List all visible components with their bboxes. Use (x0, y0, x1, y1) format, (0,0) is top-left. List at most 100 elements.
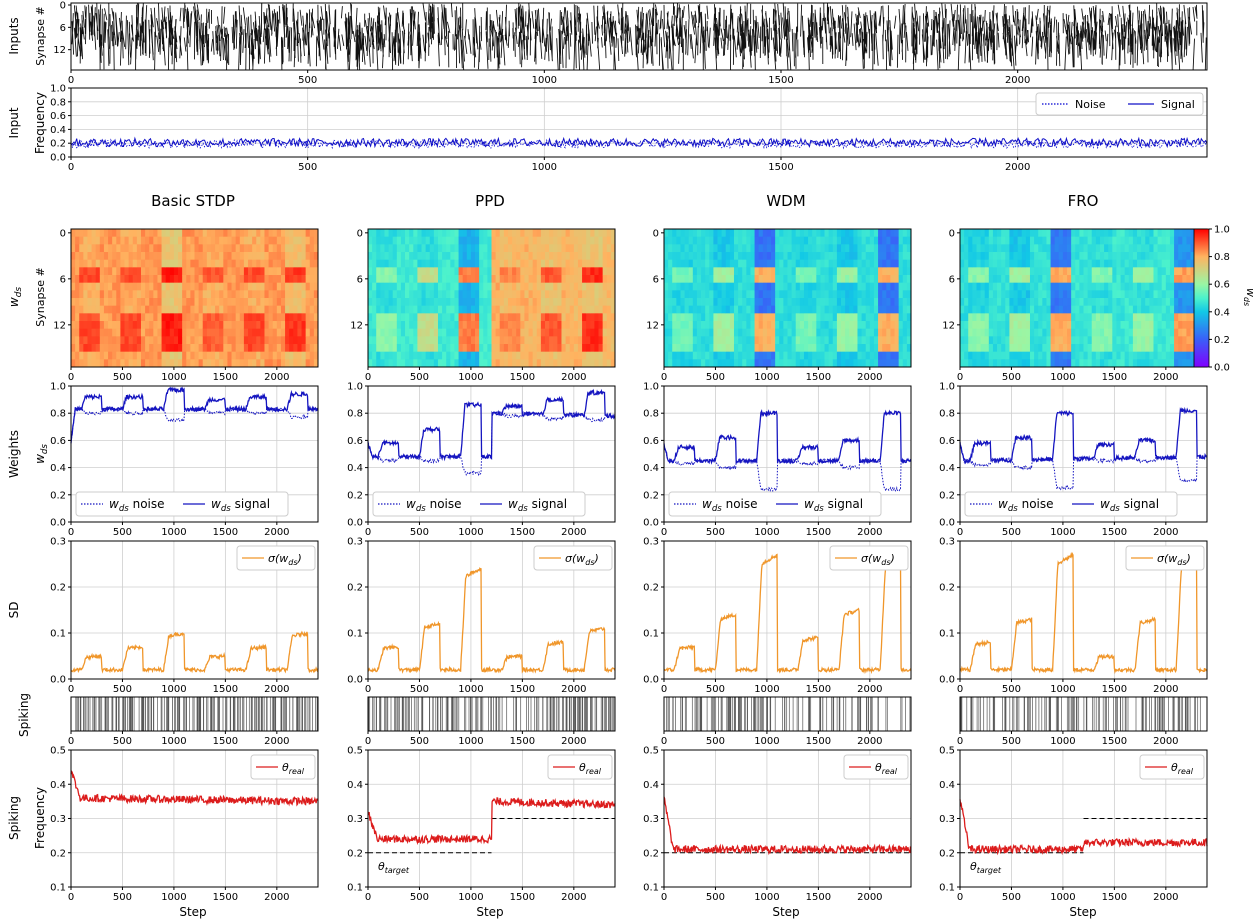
heatmap-cell (289, 236, 294, 245)
heatmap-cell (305, 267, 311, 276)
heatmap-cell (421, 244, 427, 253)
heatmap-cell (997, 282, 1002, 291)
heatmap-cell (1120, 236, 1126, 245)
heatmap-cell (705, 298, 710, 307)
heatmap-cell (1137, 244, 1142, 253)
sd-wdm-ytick-label: 0.1 (643, 629, 659, 640)
heatmap-cell (828, 290, 834, 299)
heatmap-cell (1157, 344, 1163, 353)
heatmap-cell (997, 298, 1002, 307)
heatmap-cell (280, 252, 286, 261)
heatmap-cell (1075, 351, 1080, 360)
heatmap-cell (71, 351, 76, 360)
heatmap-cell (886, 328, 891, 337)
heatmap-cell (746, 305, 751, 314)
heatmap-cell (1157, 313, 1163, 322)
heatmap-cell (268, 344, 274, 353)
heatmap-cell (190, 336, 195, 345)
heatmap-cell (313, 267, 319, 276)
heatmap-cell (149, 351, 154, 360)
heatmap-cell (368, 298, 373, 307)
heatmap-cell (906, 290, 912, 299)
heatmap-cell (853, 282, 858, 291)
heatmap-cell (1116, 321, 1121, 330)
heatmap-cell (1145, 259, 1150, 268)
heatmap-cell (1083, 305, 1089, 314)
heatmap-cell (417, 351, 422, 360)
heatmap-cell (988, 229, 994, 238)
heatmap-cell (861, 275, 867, 284)
heatmap-cell (729, 359, 735, 368)
heatmap-cell (1153, 359, 1158, 368)
heatmap-cell (182, 321, 187, 330)
heatmap-cell (746, 298, 751, 307)
weights-ppd-ytick-label: 0.6 (347, 436, 363, 447)
heatmap-cell (672, 267, 677, 276)
heatmap-cell (79, 305, 84, 314)
heatmap-cell (1186, 259, 1191, 268)
heatmap-cell (153, 259, 158, 268)
heatmap-cell (462, 351, 468, 360)
heatmap-cell (396, 229, 402, 238)
heatmap-cell (894, 298, 900, 307)
heatmap-cell (532, 359, 538, 368)
heatmap-cell (450, 321, 455, 330)
heatmap-cell (108, 229, 113, 238)
heatmap-cell (400, 359, 406, 368)
heatmap-cell (828, 359, 834, 368)
heatmap-cell (1137, 328, 1142, 337)
heatmap-cell (256, 328, 261, 337)
heatmap-cell (392, 290, 398, 299)
heatmap-cell (1099, 229, 1105, 238)
heatmap-cell (992, 305, 998, 314)
row-label-spiking-frequency-2: Frequency (33, 787, 47, 849)
heatmap-cell (594, 359, 599, 368)
heatmap-cell (276, 344, 282, 353)
heatmap-cell (582, 259, 587, 268)
heatmap-cell (594, 321, 599, 330)
sd-fro-frame (959, 540, 1208, 680)
heatmap-cell (1149, 321, 1154, 330)
heatmap-cell (446, 321, 451, 330)
heatmap-cell (729, 252, 735, 261)
heatmap-cell (799, 275, 805, 284)
heatmap-cell (108, 321, 113, 330)
heatmap-cell (602, 267, 608, 276)
heatmap-cell (483, 359, 488, 368)
heatmap-cell (701, 290, 706, 299)
heatmap-cell (116, 298, 121, 307)
heatmap-cell (886, 259, 891, 268)
heatmap-cell (140, 229, 146, 238)
heatmap-cell (227, 290, 232, 299)
heatmap-cell (799, 344, 805, 353)
heatmap-cell (729, 344, 735, 353)
heatmap-cell (1075, 328, 1080, 337)
heatmap-cell (869, 290, 875, 299)
heatmap-cell (1099, 305, 1105, 314)
heatmap-cell (466, 244, 472, 253)
heatmap-cell (384, 229, 389, 238)
heatmap-cell (380, 298, 385, 307)
spiking-frequency-ppd-ytick-label: 0.3 (347, 814, 363, 825)
heatmap-cell (132, 244, 138, 253)
heatmap-cell (984, 351, 990, 360)
heatmap-cell (91, 229, 97, 238)
heatmap-cell (1186, 236, 1191, 245)
heatmap-cell (828, 267, 834, 276)
heatmap-cell (816, 275, 821, 284)
heatmap-cell (136, 336, 142, 345)
heatmap-cell (227, 344, 232, 353)
heatmap-cell (95, 252, 101, 261)
heatmap-cell (964, 244, 969, 253)
heatmap-cell (1095, 313, 1101, 322)
heatmap-cell (219, 290, 224, 299)
heatmap-cell (136, 275, 142, 284)
heatmap-cell (1128, 344, 1134, 353)
heatmap-cell (676, 305, 681, 314)
heatmap-cell (1062, 298, 1068, 307)
heatmap-cell (902, 359, 908, 368)
heatmap-cell (466, 305, 472, 314)
heatmap-cell (149, 313, 154, 322)
heatmap-cell (1190, 275, 1196, 284)
heatmap-cell (861, 336, 867, 345)
